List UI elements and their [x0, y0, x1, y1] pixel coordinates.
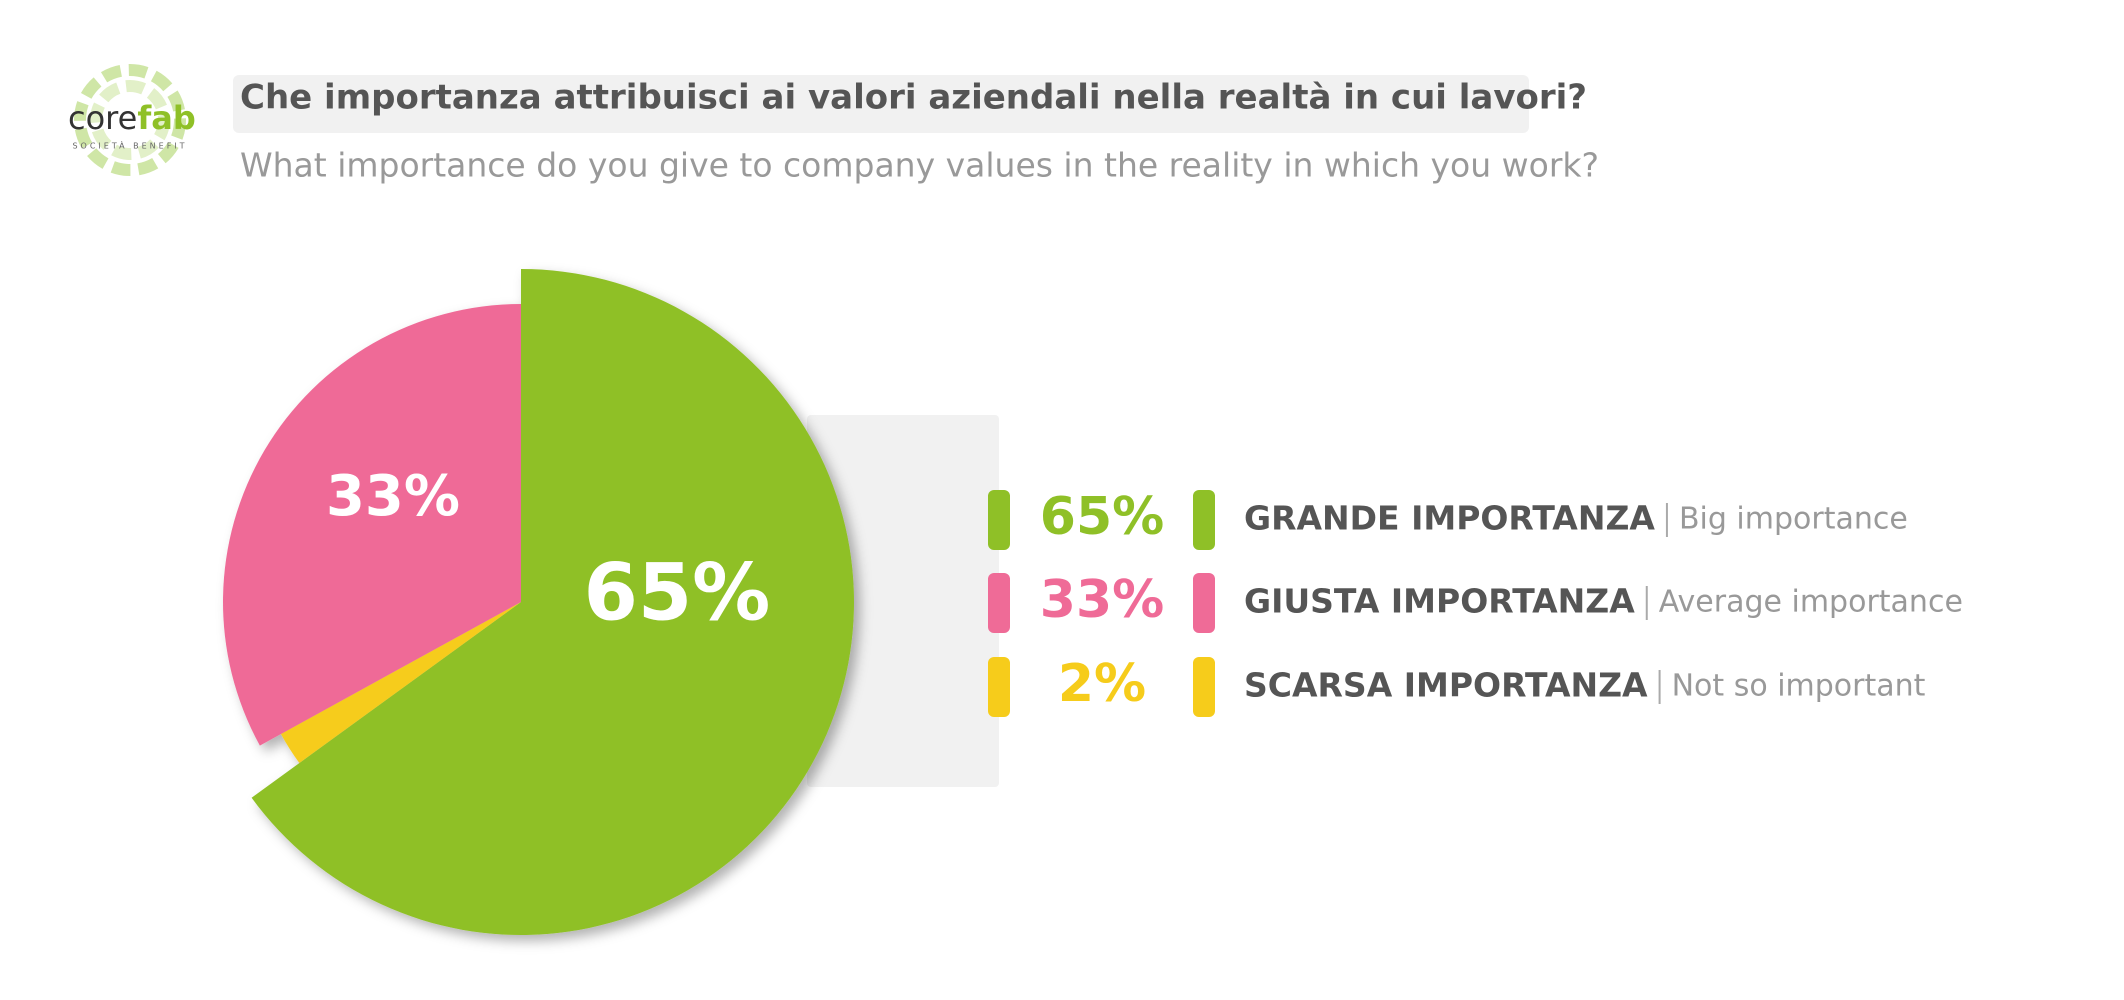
logo: corefab SOCIETÀ BENEFIT — [68, 64, 196, 176]
slice-label: 33% — [326, 464, 460, 529]
slice-label: 65% — [584, 548, 771, 638]
legend-swatch — [1193, 490, 1215, 550]
legend-value: 2% — [1058, 654, 1146, 714]
pie-slice — [222, 304, 521, 746]
chart-subtitle: What importance do you give to company v… — [240, 146, 1599, 185]
legend-panel — [807, 415, 999, 787]
pie-slice — [280, 602, 521, 764]
legend-description: Average importance — [1659, 585, 1963, 620]
legend-label: GRANDE IMPORTANZA — [1244, 499, 1655, 538]
legend-label: GIUSTA IMPORTANZA — [1244, 582, 1635, 621]
legend-swatch — [988, 657, 1010, 717]
logo-tagline: SOCIETÀ BENEFIT — [72, 140, 187, 151]
title-highlight — [233, 75, 1529, 133]
legend-swatch — [1193, 657, 1215, 717]
legend-description: Big importance — [1679, 502, 1908, 537]
legend-swatch — [1193, 573, 1215, 633]
legend-description: Not so important — [1672, 669, 1926, 704]
chart-title: Che importanza attribuisci ai valori azi… — [240, 78, 1587, 118]
legend-value: 33% — [1040, 570, 1164, 630]
labels: 65% 33% 65% GRANDE IMPORTANZA Big importance… — [326, 464, 1963, 717]
legend-value: 65% — [1040, 487, 1164, 547]
pie-slice — [251, 269, 854, 935]
legend-swatch — [988, 573, 1010, 633]
pie — [222, 269, 854, 935]
legend-swatch — [988, 490, 1010, 550]
logo-text: corefab — [68, 99, 196, 137]
legend-label: SCARSA IMPORTANZA — [1244, 666, 1648, 705]
